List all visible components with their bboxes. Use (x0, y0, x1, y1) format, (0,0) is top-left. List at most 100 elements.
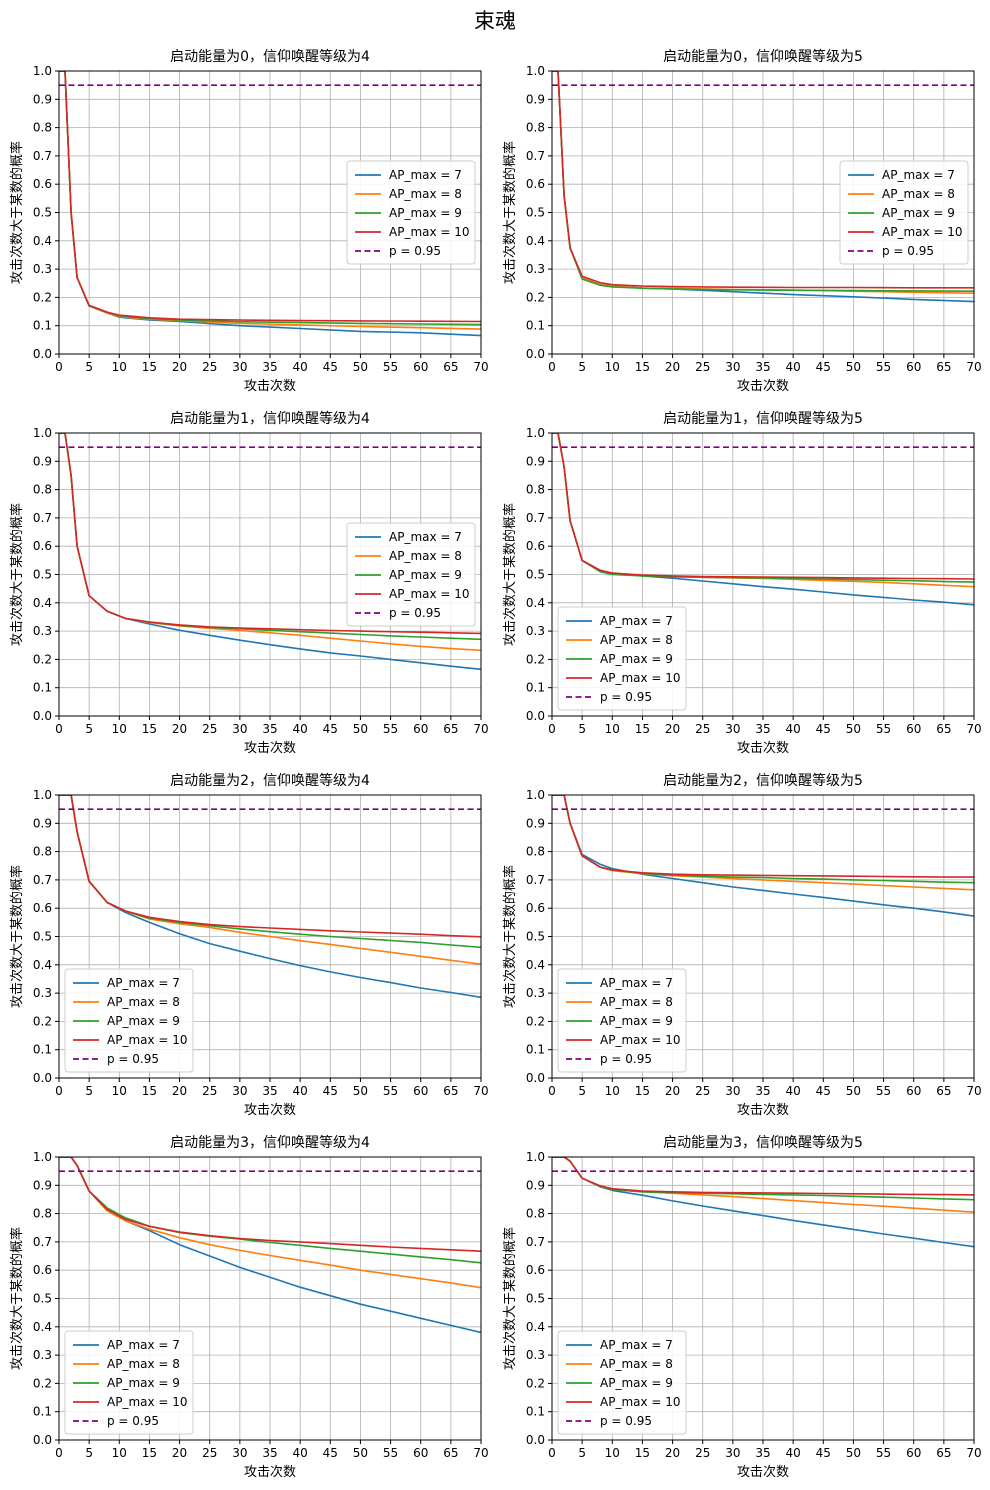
y-tick-label: 0.9 (526, 1178, 545, 1192)
y-tick-label: 0.5 (526, 1292, 545, 1306)
x-tick-label: 60 (413, 1084, 428, 1098)
legend-label: AP_max = 8 (107, 995, 180, 1009)
y-tick-label: 0.8 (33, 845, 52, 859)
subplot-title: 启动能量为2，信仰唤醒等级为5 (663, 772, 863, 789)
x-tick-label: 55 (383, 1084, 398, 1098)
x-tick-label: 15 (635, 1084, 650, 1098)
legend-label: AP_max = 10 (107, 1033, 188, 1047)
y-tick-label: 0.0 (33, 709, 52, 723)
x-axis-label: 攻击次数 (244, 1464, 296, 1480)
legend-box (346, 522, 476, 627)
y-tick-label: 1.0 (33, 426, 52, 440)
y-tick-label: 0.6 (526, 901, 545, 915)
x-tick-label: 0 (548, 360, 556, 374)
x-axis-label: 攻击次数 (244, 378, 296, 394)
legend-label: p = 0.95 (389, 244, 441, 258)
y-tick-label: 0.4 (526, 958, 545, 972)
x-tick-label: 45 (323, 1446, 338, 1460)
x-tick-label: 50 (846, 360, 861, 374)
subplot-5: 0 5 10 15 20 25 30 35 40 45 50 55 60 65 70 0.0 0.1 0.2 0.3… (9, 772, 489, 1118)
x-axis-label: 攻击次数 (737, 1464, 789, 1480)
y-tick-label: 0.2 (33, 290, 52, 304)
x-tick-label: 55 (383, 1446, 398, 1460)
y-tick-label: 0.8 (526, 121, 545, 135)
y-tick-label: 0.5 (33, 206, 52, 220)
series-line-ap-max-10 (552, 1157, 974, 1196)
legend-label: AP_max = 9 (882, 206, 955, 220)
legend-label: AP_max = 8 (600, 1357, 673, 1371)
y-axis-label: 攻击次数大于某数的概率 (502, 865, 518, 1008)
x-tick-label: 15 (635, 1446, 650, 1460)
x-tick-label: 50 (846, 722, 861, 736)
series-group (552, 71, 974, 303)
y-tick-label: 0.1 (526, 1043, 545, 1057)
x-tick-label: 20 (665, 1446, 680, 1460)
x-tick-label: 20 (172, 360, 187, 374)
legend-label: AP_max = 10 (600, 671, 681, 685)
x-tick-label: 50 (353, 360, 368, 374)
series-group (59, 1157, 481, 1334)
x-tick-label: 35 (755, 722, 770, 736)
y-tick-label: 0.4 (33, 596, 52, 610)
x-tick-label: 15 (142, 722, 157, 736)
x-tick-label: 70 (966, 722, 981, 736)
x-tick-label: 15 (142, 1084, 157, 1098)
x-tick-label: 30 (232, 360, 247, 374)
legend: AP_max = 7 AP_max = 8 AP_max = 9 AP_max = 1… (557, 1330, 687, 1435)
legend-label: AP_max = 8 (600, 995, 673, 1009)
x-tick-label: 60 (413, 722, 428, 736)
y-tick-label: 0.1 (33, 319, 52, 333)
y-tick-label: 0.5 (526, 568, 545, 582)
legend: AP_max = 7 AP_max = 8 AP_max = 9 AP_max = 1… (64, 1330, 194, 1435)
y-tick-label: 0.3 (33, 986, 52, 1000)
legend-box (557, 968, 687, 1073)
x-tick-label: 20 (172, 1446, 187, 1460)
x-tick-label: 70 (473, 1084, 488, 1098)
y-tick-label: 0.3 (526, 1348, 545, 1362)
x-tick-label: 30 (232, 722, 247, 736)
x-tick-label: 35 (755, 360, 770, 374)
x-tick-label: 40 (293, 360, 308, 374)
x-tick-label: 65 (936, 1446, 951, 1460)
x-tick-label: 70 (473, 722, 488, 736)
y-tick-label: 0.6 (526, 539, 545, 553)
y-tick-label: 0.0 (526, 1433, 545, 1447)
y-tick-label: 0.3 (33, 624, 52, 638)
legend-label: AP_max = 9 (107, 1014, 180, 1028)
x-axis-label: 攻击次数 (737, 740, 789, 756)
x-tick-label: 35 (755, 1446, 770, 1460)
legend-label: p = 0.95 (600, 1052, 652, 1066)
x-tick-label: 25 (202, 1446, 217, 1460)
x-tick-label: 0 (548, 722, 556, 736)
x-tick-label: 25 (202, 360, 217, 374)
y-axis-label: 攻击次数大于某数的概率 (502, 503, 518, 646)
x-tick-label: 65 (936, 1084, 951, 1098)
legend-box (839, 160, 969, 265)
y-tick-label: 0.4 (33, 234, 52, 248)
legend-label: p = 0.95 (600, 690, 652, 704)
y-tick-label: 0.7 (33, 873, 52, 887)
y-tick-label: 1.0 (526, 426, 545, 440)
x-tick-label: 5 (578, 1446, 586, 1460)
y-tick-label: 0.5 (33, 1292, 52, 1306)
series-group (552, 1157, 974, 1248)
x-tick-label: 60 (906, 1446, 921, 1460)
y-tick-label: 0.8 (526, 1207, 545, 1221)
x-tick-label: 50 (846, 1084, 861, 1098)
y-axis-label: 攻击次数大于某数的概率 (9, 141, 25, 284)
x-tick-label: 40 (293, 1446, 308, 1460)
legend-label: AP_max = 7 (389, 168, 462, 182)
y-tick-label: 0.7 (526, 511, 545, 525)
x-tick-label: 65 (443, 1084, 458, 1098)
x-tick-label: 20 (665, 1084, 680, 1098)
x-tick-label: 30 (725, 1084, 740, 1098)
x-tick-label: 50 (353, 1084, 368, 1098)
subplot-title: 启动能量为3，信仰唤醒等级为5 (663, 1134, 863, 1151)
y-axis-label: 攻击次数大于某数的概率 (9, 1227, 25, 1370)
x-tick-label: 70 (966, 1446, 981, 1460)
legend-label: AP_max = 7 (600, 1338, 673, 1352)
y-tick-label: 0.1 (33, 1043, 52, 1057)
x-tick-label: 40 (293, 722, 308, 736)
x-tick-label: 25 (695, 1446, 710, 1460)
y-axis-label: 攻击次数大于某数的概率 (9, 503, 25, 646)
